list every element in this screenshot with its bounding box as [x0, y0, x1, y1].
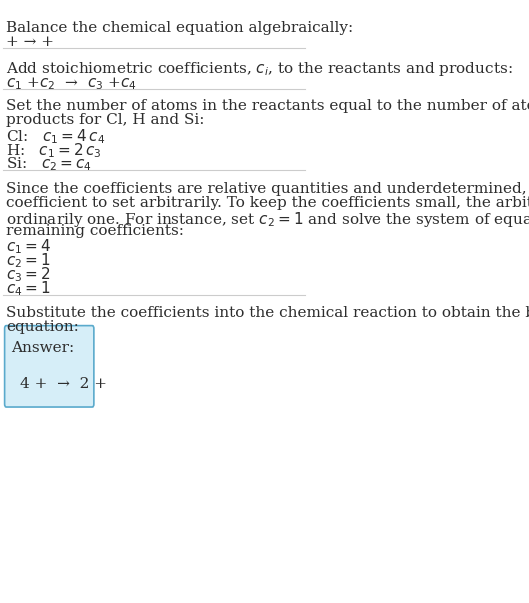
Text: Add stoichiometric coefficients, $c_i$, to the reactants and products:: Add stoichiometric coefficients, $c_i$, … — [6, 60, 513, 78]
Text: Si:   $c_2 = c_4$: Si: $c_2 = c_4$ — [6, 155, 92, 172]
Text: coefficient to set arbitrarily. To keep the coefficients small, the arbitrary va: coefficient to set arbitrarily. To keep … — [6, 196, 529, 210]
FancyBboxPatch shape — [5, 326, 94, 407]
Text: equation:: equation: — [6, 320, 79, 334]
Text: $c_3 = 2$: $c_3 = 2$ — [6, 265, 51, 284]
Text: Substitute the coefficients into the chemical reaction to obtain the balanced: Substitute the coefficients into the che… — [6, 306, 529, 320]
Text: $c_1 = 4$: $c_1 = 4$ — [6, 238, 51, 256]
Text: Answer:: Answer: — [11, 341, 74, 355]
Text: $c_1$ +$c_2$  →  $c_3$ +$c_4$: $c_1$ +$c_2$ → $c_3$ +$c_4$ — [6, 75, 137, 92]
Text: 4 +  →  2 +: 4 + → 2 + — [20, 377, 107, 391]
Text: Balance the chemical equation algebraically:: Balance the chemical equation algebraica… — [6, 21, 353, 35]
Text: Since the coefficients are relative quantities and underdetermined, choose a: Since the coefficients are relative quan… — [6, 182, 529, 196]
Text: + → +: + → + — [6, 35, 54, 49]
Text: $c_4 = 1$: $c_4 = 1$ — [6, 279, 51, 298]
Text: ordinarily one. For instance, set $c_2 = 1$ and solve the system of equations fo: ordinarily one. For instance, set $c_2 =… — [6, 210, 529, 229]
Text: Set the number of atoms in the reactants equal to the number of atoms in the: Set the number of atoms in the reactants… — [6, 99, 529, 113]
Text: H:   $c_1 = 2\,c_3$: H: $c_1 = 2\,c_3$ — [6, 141, 102, 160]
Text: $c_2 = 1$: $c_2 = 1$ — [6, 251, 51, 270]
Text: Cl:   $c_1 = 4\,c_4$: Cl: $c_1 = 4\,c_4$ — [6, 127, 105, 146]
Text: products for Cl, H and Si:: products for Cl, H and Si: — [6, 113, 205, 127]
Text: remaining coefficients:: remaining coefficients: — [6, 224, 184, 238]
